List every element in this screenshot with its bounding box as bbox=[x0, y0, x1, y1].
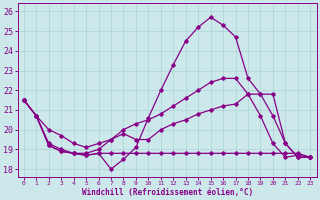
X-axis label: Windchill (Refroidissement éolien,°C): Windchill (Refroidissement éolien,°C) bbox=[82, 188, 253, 197]
